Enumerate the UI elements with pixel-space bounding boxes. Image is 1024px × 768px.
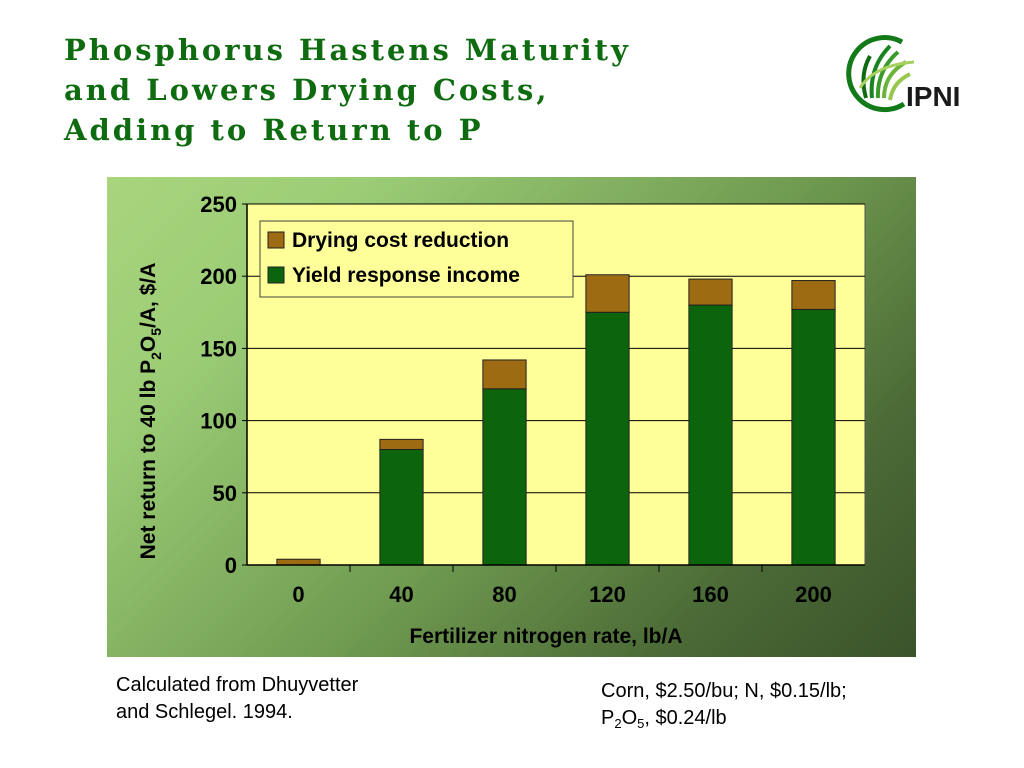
stacked-bar-chart: 0 50 100 150 200 250 0 40 80 120 160 200 Fertilize… [137, 192, 866, 648]
bar-drying-80 [482, 359, 527, 390]
x-tick-label: 0 [292, 582, 304, 607]
title-line-3: Adding to Return to P [64, 113, 484, 147]
bar-drying-40 [379, 438, 424, 450]
x-tick-label: 80 [492, 582, 516, 607]
bar-drying-160 [688, 278, 733, 306]
bar-yield-40 [379, 448, 424, 566]
slide-title: Phosphorus Hastens Maturity and Lowers D… [64, 30, 804, 150]
x-axis-label: Fertilizer nitrogen rate, lb/A [409, 625, 682, 648]
title-line-2: and Lowers Drying Costs, [64, 73, 550, 107]
title-line-1: Phosphorus Hastens Maturity [64, 33, 631, 67]
legend-swatch [267, 231, 285, 249]
legend: Drying cost reduction Yield response inco… [259, 220, 574, 298]
x-tick-label: 160 [692, 582, 729, 607]
bar-yield-200 [791, 308, 836, 566]
legend-swatch [267, 266, 285, 284]
legend-label: Yield response income [292, 264, 520, 287]
y-tick-label: 50 [213, 481, 237, 506]
y-tick-label: 200 [200, 264, 237, 289]
legend-label: Drying cost reduction [292, 229, 509, 252]
ipni-logo: IPNI [846, 35, 960, 113]
x-tick-label: 200 [795, 582, 832, 607]
bar-drying-0 [276, 558, 321, 566]
bar-yield-120 [585, 311, 630, 566]
y-tick-label: 100 [200, 409, 237, 434]
source-note: Calculated from Dhuyvetter and Schlegel.… [116, 674, 359, 723]
y-tick-label: 250 [200, 192, 237, 217]
bar-yield-80 [482, 388, 527, 566]
ipni-grass-logo-icon [846, 35, 915, 113]
price-note: Corn, $2.50/bu; N, $0.15/lb; P2O5, $0.24… [601, 680, 847, 731]
y-axis-label: Net return to 40 lb P2O5/A, $/A [137, 263, 164, 560]
logo-text: IPNI [906, 81, 960, 112]
chart-panel: 0 50 100 150 200 250 0 40 80 120 160 200 Fertilize… [107, 177, 916, 657]
x-tick-label: 40 [389, 582, 413, 607]
bar-drying-200 [791, 280, 836, 310]
x-tick-label: 120 [589, 582, 626, 607]
y-tick-label: 0 [225, 553, 237, 578]
bar-drying-120 [585, 274, 630, 313]
bar-yield-160 [688, 304, 733, 566]
y-tick-label: 150 [200, 336, 237, 361]
axes [246, 204, 865, 572]
legend-box [259, 220, 574, 298]
bars [276, 274, 836, 566]
x-tick-labels: 0 40 80 120 160 200 [292, 582, 831, 607]
y-tick-labels: 0 50 100 150 200 250 [200, 192, 237, 578]
